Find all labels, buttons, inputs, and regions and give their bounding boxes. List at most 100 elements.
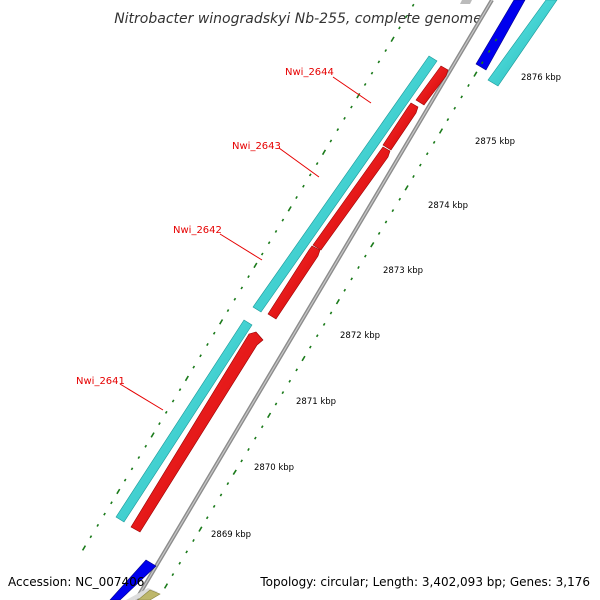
scale-label: 2871 kbp	[296, 397, 336, 407]
scale-label: 2874 kbp	[428, 201, 468, 211]
gene-arrow-nwi-2642[interactable]	[267, 245, 321, 320]
major-tick	[287, 206, 292, 212]
minor-tick	[288, 379, 292, 383]
minor-tick	[171, 399, 175, 403]
minor-tick	[274, 402, 278, 406]
blue-feature-bottom[interactable]	[109, 559, 157, 600]
minor-tick	[267, 241, 271, 245]
minor-tick	[494, 38, 498, 42]
minor-tick	[281, 391, 285, 395]
minor-tick	[192, 365, 196, 369]
khaki-feature-bottom[interactable]	[137, 589, 161, 600]
gene-arrow-nwi-2641[interactable]	[130, 331, 264, 533]
map-title: Nitrobacter winogradskyi Nb-255, complet…	[114, 11, 482, 27]
minor-tick	[460, 95, 463, 99]
cds-feature-nwi-2641[interactable]	[115, 319, 253, 523]
minor-tick	[377, 60, 381, 64]
minor-tick	[308, 173, 312, 177]
minor-tick	[240, 459, 243, 463]
gene-label-nwi-2643[interactable]: Nwi_2643	[232, 141, 281, 152]
minor-tick	[411, 3, 415, 7]
gene-arrow-small[interactable]	[382, 102, 419, 151]
minor-tick	[350, 105, 353, 109]
minor-tick	[281, 218, 285, 222]
minor-tick	[89, 535, 93, 539]
gene-features	[130, 65, 449, 533]
cds-feature-top-right[interactable]	[487, 0, 558, 87]
backbone-highlight	[135, 0, 493, 600]
major-tick	[404, 185, 409, 191]
cds-feature-nwi-2642-2644[interactable]	[252, 55, 438, 313]
leader-line	[119, 383, 164, 411]
scale-label: 2872 kbp	[340, 331, 380, 341]
minor-tick	[110, 501, 113, 505]
minor-tick	[412, 175, 415, 178]
other-features	[109, 0, 526, 600]
blue-feature-top-right[interactable]	[475, 0, 526, 71]
minor-tick	[343, 288, 347, 292]
major-tick	[473, 71, 478, 77]
minor-tick	[398, 197, 402, 201]
minor-tick	[144, 444, 148, 448]
minor-tick	[363, 82, 367, 86]
minor-tick	[336, 128, 340, 132]
major-tick	[232, 469, 237, 476]
minor-tick	[171, 573, 175, 577]
major-tick	[321, 149, 327, 156]
gene-labels: Nwi_2641 Nwi_2642 Nwi_2643 Nwi_2644	[76, 67, 372, 411]
minor-tick	[199, 354, 202, 358]
major-tick	[335, 298, 340, 305]
minor-tick	[398, 26, 401, 30]
major-tick	[198, 526, 203, 532]
minor-tick	[247, 448, 250, 451]
minor-tick	[350, 277, 353, 281]
leader-line	[219, 233, 263, 261]
minor-tick	[384, 49, 388, 53]
genome-summary-text: Topology: circular; Length: 3,402,093 bp…	[259, 575, 590, 589]
scale-labels: 2869 kbp 2870 kbp 2871 kbp 2872 kbp 2873…	[211, 73, 561, 540]
minor-tick	[377, 231, 381, 235]
minor-tick	[322, 322, 326, 326]
minor-tick	[212, 504, 216, 508]
major-tick	[370, 241, 375, 248]
minor-tick	[178, 388, 182, 392]
minor-tick	[329, 311, 333, 315]
minor-tick	[329, 139, 333, 143]
minor-tick	[205, 516, 209, 520]
minor-tick	[260, 425, 264, 429]
minor-tick	[357, 266, 360, 269]
gene-label-nwi-2641[interactable]: Nwi_2641	[76, 376, 125, 387]
minor-tick	[158, 422, 161, 426]
major-tick	[301, 355, 306, 362]
gene-label-nwi-2642[interactable]: Nwi_2642	[173, 225, 222, 236]
minor-tick	[487, 49, 491, 53]
minor-tick	[302, 184, 305, 188]
minor-tick	[274, 230, 278, 233]
leader-line	[278, 147, 320, 178]
minor-tick	[295, 195, 298, 200]
minor-tick	[226, 309, 230, 312]
minor-tick	[404, 15, 408, 19]
accession-text: Accession: NC_007406	[8, 575, 144, 589]
gene-arrow-nwi-2644[interactable]	[415, 65, 449, 106]
minor-tick	[247, 275, 250, 279]
minor-tick	[240, 286, 244, 290]
major-tick	[438, 128, 444, 134]
minor-tick	[123, 478, 127, 482]
major-tick	[150, 432, 155, 438]
gene-arrow-nwi-2643[interactable]	[312, 146, 391, 251]
minor-tick	[137, 456, 141, 460]
minor-tick	[391, 209, 395, 213]
major-tick	[163, 583, 169, 589]
minor-tick	[130, 467, 134, 471]
outer-tick-track	[81, 3, 415, 551]
major-tick	[267, 412, 272, 419]
scale-label: 2876 kbp	[521, 73, 561, 83]
minor-tick	[226, 482, 230, 486]
minor-tick	[432, 140, 436, 144]
major-tick	[116, 488, 121, 495]
scale-label: 2875 kbp	[475, 137, 515, 147]
minor-tick	[384, 220, 388, 224]
gene-label-nwi-2644[interactable]: Nwi_2644	[285, 67, 334, 78]
